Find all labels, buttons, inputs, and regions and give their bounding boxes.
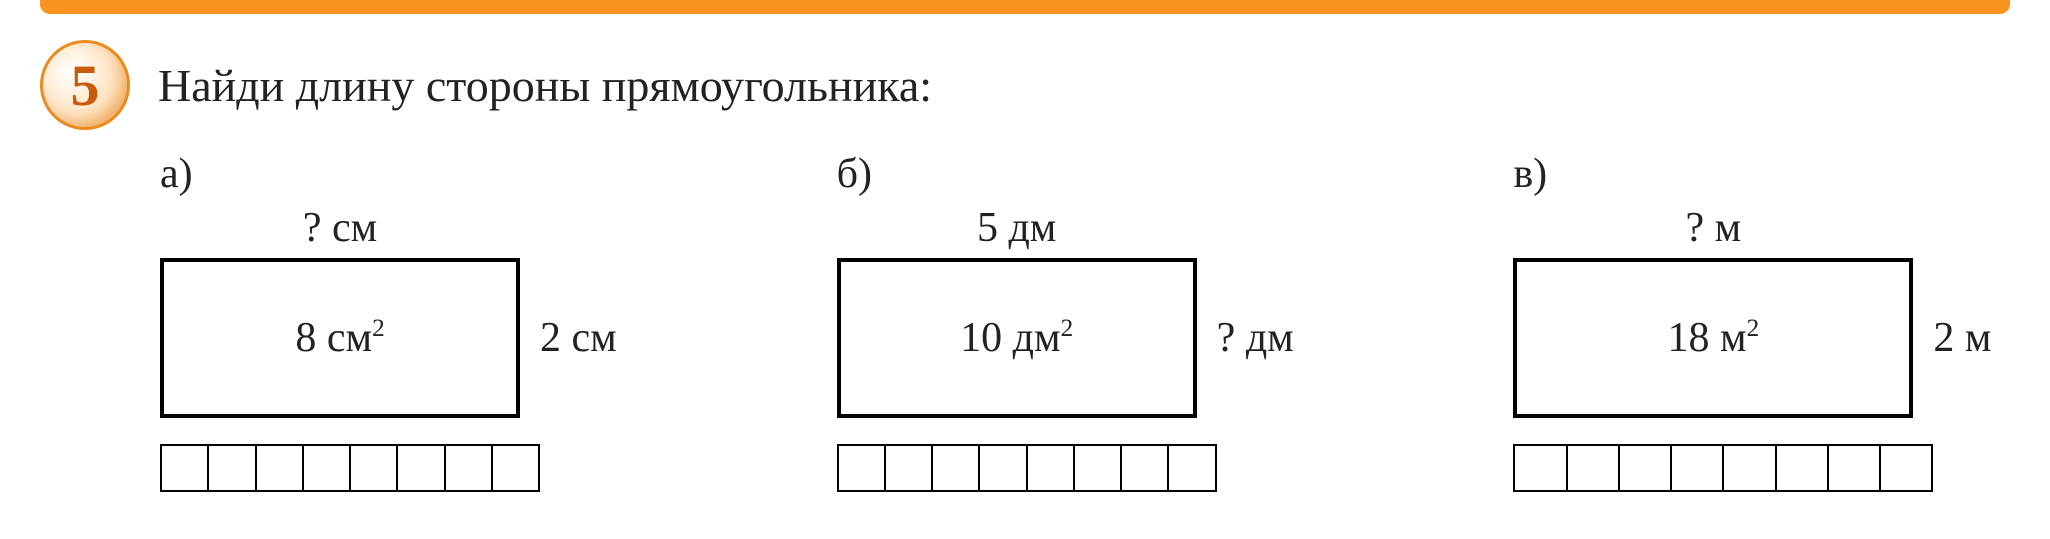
answer-cell[interactable] [1724, 446, 1776, 490]
problem-c-area: 18 м2 [1668, 314, 1760, 362]
problem-c-rect-row: 18 м2 2 м [1513, 258, 2010, 418]
answer-cell[interactable] [980, 446, 1027, 490]
answer-cell[interactable] [351, 446, 398, 490]
problems-row: а) ? см 8 см2 2 см б) 5 дм [160, 150, 2010, 492]
problem-b-rectangle: 10 дм2 [837, 258, 1197, 418]
answer-cell[interactable] [1075, 446, 1122, 490]
answer-cell[interactable] [1568, 446, 1620, 490]
problem-a-rect-row: 8 см2 2 см [160, 258, 657, 418]
problem-a-rectangle: 8 см2 [160, 258, 520, 418]
answer-cell[interactable] [162, 446, 209, 490]
exercise-content: 5 Найди длину стороны прямоугольника: а)… [40, 40, 2010, 492]
problem-c-top-dimension: ? м [1513, 204, 1913, 252]
answer-cell[interactable] [304, 446, 351, 490]
problem-a: а) ? см 8 см2 2 см [160, 150, 657, 492]
problem-a-top-dimension: ? см [160, 204, 520, 252]
problem-c-rectangle: 18 м2 [1513, 258, 1913, 418]
problem-a-area: 8 см2 [295, 314, 384, 362]
problem-a-side-dimension: 2 см [540, 314, 617, 362]
header-row: 5 Найди длину стороны прямоугольника: [40, 40, 2010, 130]
answer-cell[interactable] [1620, 446, 1672, 490]
problem-c-label: в) [1513, 150, 2010, 198]
answer-cell[interactable] [1028, 446, 1075, 490]
problem-a-answer-grid[interactable] [160, 444, 540, 492]
problem-b-answer-grid[interactable] [837, 444, 1217, 492]
answer-cell[interactable] [209, 446, 256, 490]
problem-b: б) 5 дм 10 дм2 ? дм [837, 150, 1334, 492]
problem-b-rect-row: 10 дм2 ? дм [837, 258, 1334, 418]
answer-cell[interactable] [1169, 446, 1214, 490]
problem-b-label: б) [837, 150, 1334, 198]
answer-cell[interactable] [886, 446, 933, 490]
problem-c-answer-grid[interactable] [1513, 444, 1933, 492]
answer-cell[interactable] [1881, 446, 1931, 490]
problem-a-label: а) [160, 150, 657, 198]
exercise-title: Найди длину стороны прямоугольника: [158, 59, 932, 112]
problem-c-side-dimension: 2 м [1933, 314, 1991, 362]
problem-c: в) ? м 18 м2 2 м [1513, 150, 2010, 492]
answer-cell[interactable] [1829, 446, 1881, 490]
answer-cell[interactable] [1122, 446, 1169, 490]
answer-cell[interactable] [839, 446, 886, 490]
answer-cell[interactable] [1672, 446, 1724, 490]
answer-cell[interactable] [933, 446, 980, 490]
exercise-number: 5 [71, 52, 100, 119]
answer-cell[interactable] [257, 446, 304, 490]
answer-cell[interactable] [1777, 446, 1829, 490]
answer-cell[interactable] [493, 446, 538, 490]
top-orange-bar [40, 0, 2010, 14]
answer-cell[interactable] [1515, 446, 1567, 490]
problem-b-top-dimension: 5 дм [837, 204, 1197, 252]
exercise-number-badge: 5 [40, 40, 130, 130]
answer-cell[interactable] [446, 446, 493, 490]
problem-b-area: 10 дм2 [960, 314, 1073, 362]
answer-cell[interactable] [398, 446, 445, 490]
problem-b-side-dimension: ? дм [1217, 314, 1294, 362]
